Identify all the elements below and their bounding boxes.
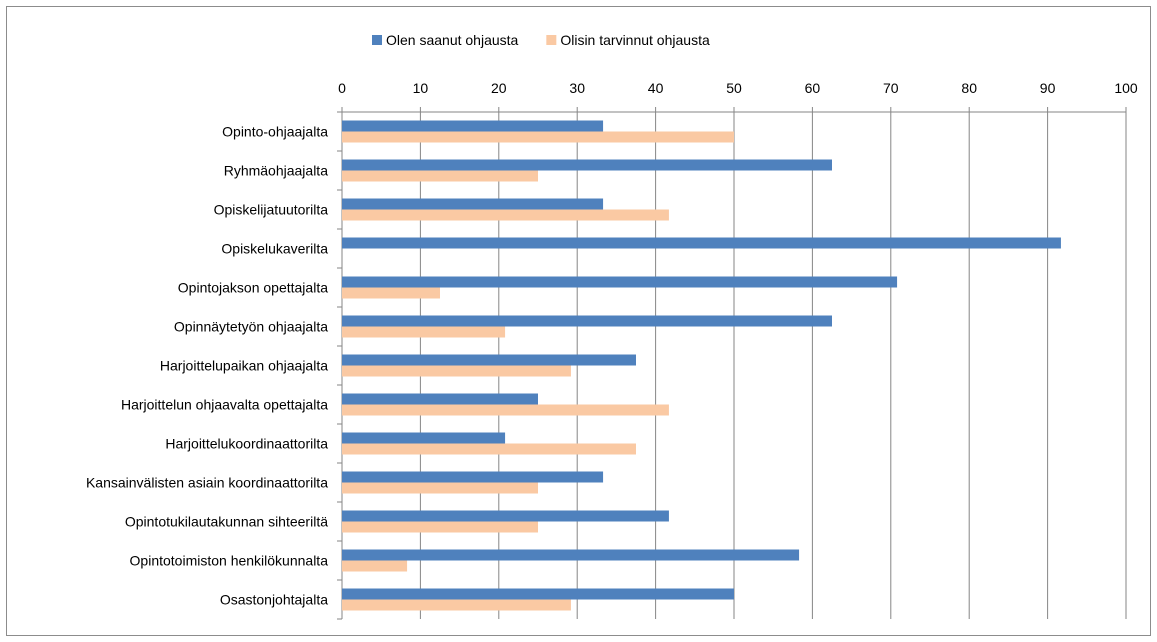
category-label: Opiskelukaverilta — [221, 241, 328, 257]
x-tick-label: 100 — [1114, 80, 1138, 96]
bar-received — [342, 432, 506, 444]
legend: Olen saanut ohjausta Olisin tarvinnut ohj… — [372, 32, 710, 48]
bar-needed — [342, 443, 636, 455]
x-tick-label: 70 — [883, 80, 899, 96]
legend-swatch-received — [372, 35, 382, 45]
x-tick-label: 80 — [961, 80, 977, 96]
x-tick-label: 30 — [569, 80, 585, 96]
x-tick-label: 0 — [338, 80, 346, 96]
legend-swatch-needed — [546, 35, 557, 45]
legend-label-received: Olen saanut ohjausta — [386, 32, 519, 48]
bar-needed — [342, 287, 440, 299]
bar-received — [342, 354, 636, 366]
bar-needed — [342, 560, 408, 572]
category-label: Opintotukilautakunnan sihteeriltä — [125, 514, 328, 530]
bar-needed — [342, 599, 571, 611]
gridlines — [419, 112, 1127, 619]
category-label: Ryhmäohjaajalta — [224, 163, 328, 179]
x-tick-label: 90 — [1040, 80, 1056, 96]
bar-received — [342, 549, 800, 561]
tick-labels: 0 10 20 30 40 50 60 70 80 90 100 — [338, 80, 1138, 96]
x-tick-label: 50 — [726, 80, 742, 96]
x-tick-label: 60 — [805, 80, 821, 96]
bar-received — [342, 120, 604, 132]
bar-received — [342, 237, 1061, 249]
category-label: Opinnäytetyön ohjaajalta — [174, 319, 328, 335]
x-tick-label: 10 — [413, 80, 429, 96]
bar-needed — [342, 170, 538, 182]
bar-received — [342, 393, 538, 405]
bar-needed — [342, 521, 538, 533]
bar-received — [342, 315, 832, 327]
bar-received — [342, 159, 832, 171]
legend-label-needed: Olisin tarvinnut ohjausta — [560, 32, 710, 48]
x-tick-label: 40 — [648, 80, 664, 96]
category-labels: Opinto-ohjaajalta Ryhmäohjaajalta Opiskeli… — [86, 124, 328, 608]
category-label: Harjoittelun ohjaavalta opettajalta — [121, 397, 328, 413]
bar-received — [342, 471, 604, 483]
bar-received — [342, 276, 898, 288]
category-label: Kansainvälisten asiain koordinaattorilta — [86, 475, 328, 491]
bar-received — [342, 588, 734, 600]
category-label: Opinto-ohjaajalta — [222, 124, 328, 140]
category-label: Opintojakson opettajalta — [178, 280, 328, 296]
category-label: Opintotoimiston henkilökunnalta — [130, 553, 329, 569]
x-tick-label: 20 — [491, 80, 507, 96]
category-label: Harjoittelukoordinaattorilta — [165, 436, 328, 452]
category-label: Opiskelijatuutorilta — [214, 202, 329, 218]
bar-needed — [342, 482, 538, 494]
chart-frame: 0 10 20 30 40 50 60 70 80 90 100 Opinto-ohjaajalta… — [6, 6, 1151, 636]
bar-received — [342, 510, 669, 522]
bar-needed — [342, 404, 669, 416]
category-label: Osastonjohtajalta — [220, 592, 328, 608]
bar-needed — [342, 131, 734, 143]
bar-needed — [342, 365, 571, 377]
bar-received — [342, 198, 604, 210]
bar-chart: 0 10 20 30 40 50 60 70 80 90 100 Opinto-ohjaajalta… — [86, 32, 1138, 620]
bar-needed — [342, 209, 669, 221]
bars — [342, 120, 1061, 611]
category-label: Harjoittelupaikan ohjaajalta — [160, 358, 328, 374]
bar-needed — [342, 326, 506, 338]
